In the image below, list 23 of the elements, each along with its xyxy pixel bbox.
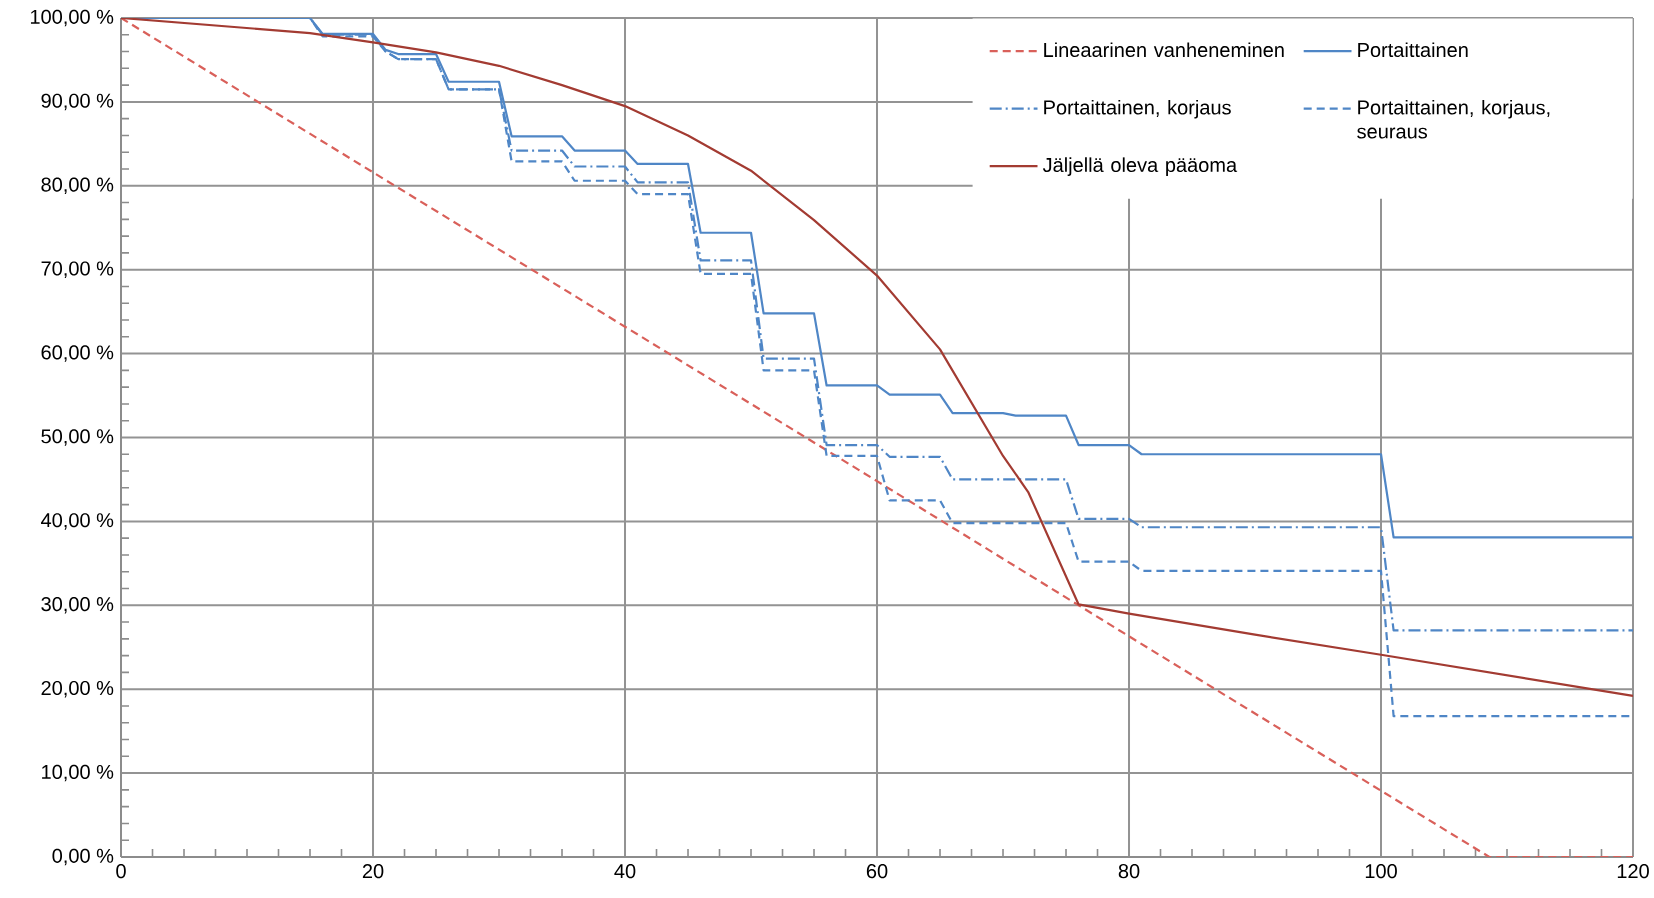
y-tick-label: 0,00 % — [52, 848, 114, 866]
legend-label: Portaittainen — [1358, 42, 1468, 58]
y-tick-label: 50,00 % — [41, 429, 114, 446]
x-tick-label: 100 — [1365, 864, 1397, 879]
legend-label: Jäljellä oleva pääoma — [1042, 157, 1238, 176]
y-tick-label: 70,00 % — [41, 261, 114, 278]
legend-label: Lineaarinen vanheneminen — [1044, 42, 1284, 58]
y-tick-label: 60,00 % — [41, 345, 114, 362]
x-tick-label: 20 — [362, 864, 384, 879]
y-tick-label: 90,00 % — [41, 93, 114, 111]
y-tick-label: 10,00 % — [42, 764, 114, 782]
y-tick-label: 80,00 % — [41, 177, 114, 195]
legend-label: Portaittainen, korjaus — [1044, 99, 1231, 119]
x-tick-label: 0 — [116, 864, 126, 879]
y-tick-label: 30,00 % — [41, 597, 114, 614]
y-tick-label: 20,00 % — [41, 680, 114, 698]
x-tick-label: 120 — [1617, 864, 1649, 879]
x-tick-label: 40 — [614, 864, 636, 879]
x-tick-label: 80 — [1118, 864, 1140, 879]
x-tick-label: 60 — [866, 864, 888, 879]
legend-label: Portaittainen, korjaus, seuraus — [1357, 99, 1550, 139]
y-tick-label: 40,00 % — [41, 513, 114, 530]
y-tick-label: 100,00 % — [30, 9, 114, 27]
